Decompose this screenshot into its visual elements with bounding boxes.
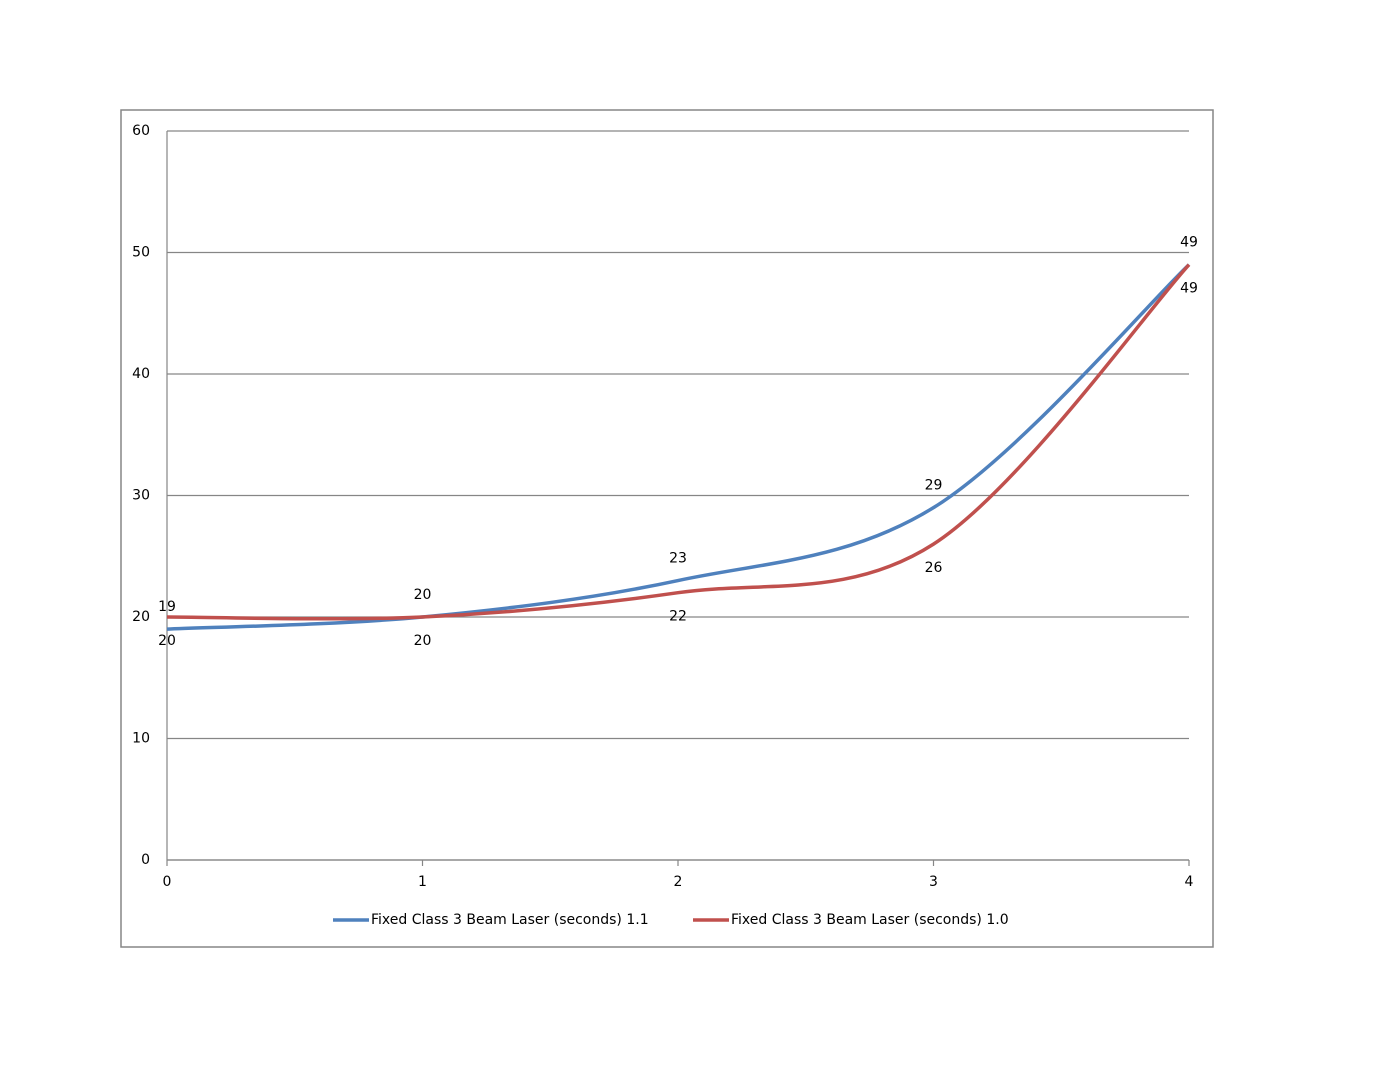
series-line [166, 263, 1191, 631]
chart-frame [120, 109, 1214, 948]
x-tick-label: 0 [163, 874, 172, 890]
y-tick-label: 60 [132, 123, 150, 139]
x-tick-label: 1 [418, 874, 427, 890]
data-label: 23 [669, 551, 687, 567]
data-label: 19 [158, 599, 176, 615]
y-tick-label: 30 [132, 488, 150, 504]
series-line [166, 263, 1191, 621]
data-label: 20 [158, 633, 176, 649]
data-label: 49 [1180, 235, 1198, 251]
y-tick-label: 50 [132, 245, 150, 261]
data-label: 20 [414, 633, 432, 649]
data-label: 20 [414, 587, 432, 603]
y-tick-label: 10 [132, 731, 150, 747]
y-tick-label: 40 [132, 366, 150, 382]
data-label: 49 [1180, 281, 1198, 297]
x-tick-label: 4 [1185, 874, 1194, 890]
data-label: 22 [669, 609, 687, 625]
data-label: 29 [925, 478, 943, 494]
legend-label: Fixed Class 3 Beam Laser (seconds) 1.1 [371, 912, 649, 928]
x-tick-label: 3 [929, 874, 938, 890]
x-tick-label: 2 [674, 874, 683, 890]
y-tick-label: 20 [132, 609, 150, 625]
y-tick-label: 0 [141, 852, 150, 868]
data-label: 26 [925, 560, 943, 576]
legend-label: Fixed Class 3 Beam Laser (seconds) 1.0 [731, 912, 1009, 928]
